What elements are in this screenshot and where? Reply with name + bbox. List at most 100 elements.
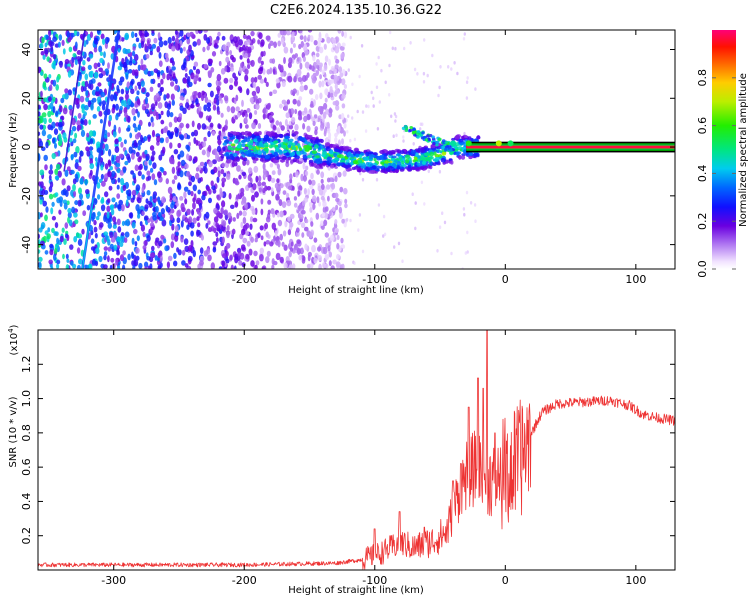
noise-cell xyxy=(79,33,84,40)
noise-cell xyxy=(108,114,113,122)
noise-cell xyxy=(150,116,154,123)
faint-noise-cell xyxy=(456,71,459,76)
noise-cell xyxy=(58,196,64,203)
noise-cell xyxy=(92,114,97,119)
noise-cell xyxy=(318,189,324,196)
noise-cell xyxy=(180,220,184,228)
faint-noise-cell xyxy=(414,201,417,205)
noise-cell xyxy=(271,264,275,269)
noise-cell xyxy=(294,124,299,131)
noise-cell xyxy=(110,208,115,216)
noise-cell xyxy=(171,166,176,174)
noise-cell xyxy=(257,181,262,187)
noise-cell xyxy=(170,241,175,249)
noise-cell xyxy=(302,56,306,62)
noise-cell xyxy=(181,64,186,71)
faint-noise-cell xyxy=(409,41,412,45)
faint-noise-cell xyxy=(463,32,466,36)
noise-cell xyxy=(298,254,303,261)
carrier-cell xyxy=(423,153,428,156)
noise-cell xyxy=(291,116,296,123)
carrier-cell xyxy=(314,144,319,149)
noise-cell xyxy=(96,182,101,189)
carrier-cell xyxy=(379,165,385,169)
carrier-cell xyxy=(296,150,300,155)
noise-cell xyxy=(153,68,159,73)
noise-cell xyxy=(110,257,115,263)
faint-noise-cell xyxy=(411,192,414,196)
noise-cell xyxy=(142,64,147,71)
noise-cell xyxy=(66,166,71,172)
noise-cell xyxy=(65,264,70,269)
noise-cell xyxy=(201,194,206,201)
noise-cell xyxy=(144,215,149,221)
noise-cell xyxy=(217,123,221,129)
carrier-cell xyxy=(380,161,385,165)
noise-cell xyxy=(146,234,151,242)
carrier-cell xyxy=(411,166,416,171)
noise-cell xyxy=(104,163,109,170)
noise-cell xyxy=(218,81,222,86)
faint-noise-cell xyxy=(420,180,424,185)
carrier-cell xyxy=(291,151,296,157)
noise-cell xyxy=(204,161,208,168)
noise-cell xyxy=(275,252,281,261)
carrier-cell xyxy=(394,168,399,174)
noise-cell xyxy=(140,58,144,66)
noise-cell xyxy=(81,228,85,235)
noise-cell xyxy=(98,45,103,53)
noise-cell xyxy=(198,106,202,111)
noise-cell xyxy=(173,149,179,155)
noise-cell xyxy=(261,266,266,269)
noise-cell xyxy=(225,56,230,63)
noise-cell xyxy=(199,145,202,150)
noise-cell xyxy=(284,119,288,126)
noise-cell xyxy=(188,44,192,52)
noise-cell xyxy=(154,255,158,261)
noise-cell xyxy=(165,136,169,144)
noise-cell xyxy=(118,80,123,86)
noise-cell xyxy=(186,32,191,38)
faint-noise-cell xyxy=(437,93,440,98)
faint-noise-cell xyxy=(384,80,387,85)
noise-cell xyxy=(156,135,161,143)
faint-noise-cell xyxy=(353,261,356,266)
faint-noise-cell xyxy=(431,53,434,58)
noise-cell xyxy=(303,115,308,122)
noise-cell xyxy=(297,190,301,197)
noise-cell xyxy=(236,247,242,254)
noise-cell xyxy=(197,91,202,99)
noise-cell xyxy=(94,90,100,97)
noise-cell xyxy=(89,163,95,170)
noise-cell xyxy=(235,194,239,200)
noise-cell xyxy=(179,105,184,111)
noise-cell xyxy=(300,209,306,215)
noise-cell xyxy=(240,187,245,194)
noise-cell xyxy=(206,185,211,192)
noise-cell xyxy=(103,251,108,256)
noise-cell xyxy=(193,91,198,96)
noise-cell xyxy=(224,124,228,131)
noise-cell xyxy=(291,37,295,42)
noise-cell xyxy=(113,244,118,251)
noise-cell xyxy=(288,57,293,64)
noise-cell xyxy=(274,230,278,238)
noise-cell xyxy=(192,94,196,100)
noise-cell xyxy=(79,193,83,200)
noise-cell xyxy=(212,159,217,165)
noise-cell xyxy=(310,172,314,180)
noise-cell xyxy=(259,254,264,262)
carrier-cell xyxy=(420,154,424,160)
noise-cell xyxy=(153,37,158,44)
carrier-cell xyxy=(252,159,257,164)
carrier-cell xyxy=(422,161,426,165)
carrier-cell xyxy=(222,142,227,146)
carrier-cell xyxy=(414,152,419,158)
noise-cell xyxy=(285,161,290,168)
noise-cell xyxy=(151,30,155,34)
faint-noise-cell xyxy=(353,137,357,142)
noise-cell xyxy=(196,216,200,222)
noise-cell xyxy=(257,123,262,129)
noise-cell xyxy=(306,125,311,132)
noise-cell xyxy=(339,186,344,193)
